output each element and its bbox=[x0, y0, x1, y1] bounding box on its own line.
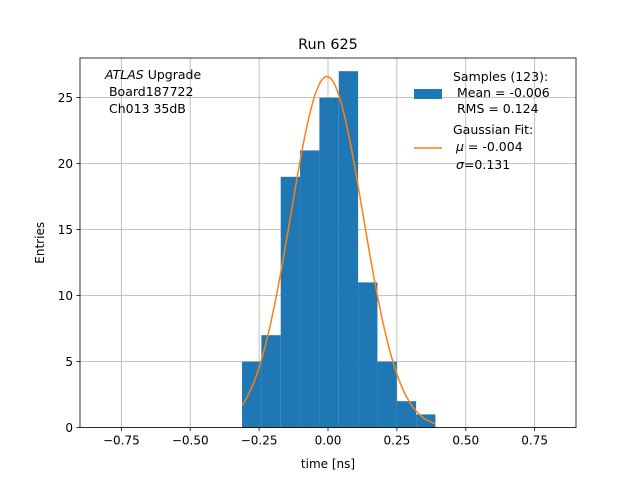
y-tick-label: 0 bbox=[65, 421, 73, 435]
histogram-bar bbox=[280, 176, 301, 428]
legend-fit-sigma: σ=0.131 bbox=[456, 157, 510, 172]
legend-sigma-symbol: σ bbox=[456, 157, 465, 172]
legend: Samples (123): Mean = -0.006 RMS = 0.124… bbox=[414, 69, 550, 172]
y-tick-label: 25 bbox=[58, 91, 73, 105]
annotation-atlas: ATLAS bbox=[104, 67, 144, 82]
legend-hist-line-2: Mean = -0.006 bbox=[453, 85, 550, 100]
annotation-line-2: Board187722 bbox=[105, 84, 193, 99]
y-tick-label: 15 bbox=[58, 223, 73, 237]
y-tick-label: 20 bbox=[58, 157, 73, 171]
y-axis-label: Entries bbox=[33, 222, 47, 264]
legend-hist-swatch bbox=[414, 89, 442, 99]
histogram-bar bbox=[338, 71, 359, 428]
histogram-bars bbox=[242, 71, 436, 428]
histogram-bar bbox=[358, 282, 378, 428]
x-tick-label: 0.75 bbox=[521, 434, 548, 448]
legend-fit-mu: μ = -0.004 bbox=[455, 139, 523, 154]
histogram-bar bbox=[261, 335, 281, 428]
annotation: ATLAS Upgrade Board187722 Ch013 35dB bbox=[104, 67, 201, 116]
y-tick-label: 10 bbox=[58, 289, 73, 303]
x-axis-label: time [ns] bbox=[301, 457, 355, 471]
histogram-bar bbox=[396, 401, 417, 428]
x-tick-label: 0.50 bbox=[452, 434, 479, 448]
y-axis-ticks: 0 5 10 15 20 25 bbox=[58, 91, 80, 435]
x-tick-label: 0.25 bbox=[384, 434, 411, 448]
histogram-bar bbox=[242, 361, 262, 428]
annotation-line-1: ATLAS Upgrade bbox=[104, 67, 201, 82]
legend-mu-value: = -0.004 bbox=[464, 139, 523, 154]
annotation-line-3: Ch013 35dB bbox=[105, 101, 186, 116]
legend-sigma-value: =0.131 bbox=[464, 157, 510, 172]
legend-hist-line-1: Samples (123): bbox=[453, 69, 548, 84]
x-tick-label: −0.75 bbox=[103, 434, 140, 448]
y-tick-label: 5 bbox=[65, 355, 73, 369]
legend-hist-line-3: RMS = 0.124 bbox=[453, 101, 539, 116]
legend-fit-title: Gaussian Fit: bbox=[453, 122, 533, 137]
histogram-bar bbox=[300, 150, 320, 428]
x-tick-label: −0.50 bbox=[172, 434, 209, 448]
x-axis-ticks: −0.75 −0.50 −0.25 0.00 0.25 0.50 0.75 bbox=[103, 427, 548, 448]
histogram-bar bbox=[416, 414, 436, 428]
gaussian-fit-curve bbox=[241, 75, 436, 425]
annotation-upgrade: Upgrade bbox=[144, 67, 202, 82]
legend-mu-symbol: μ bbox=[455, 139, 464, 154]
chart-title: Run 625 bbox=[298, 37, 358, 53]
x-tick-label: 0.00 bbox=[315, 434, 342, 448]
histogram-bar bbox=[319, 97, 339, 428]
histogram-bar bbox=[377, 361, 397, 428]
x-tick-label: −0.25 bbox=[241, 434, 278, 448]
